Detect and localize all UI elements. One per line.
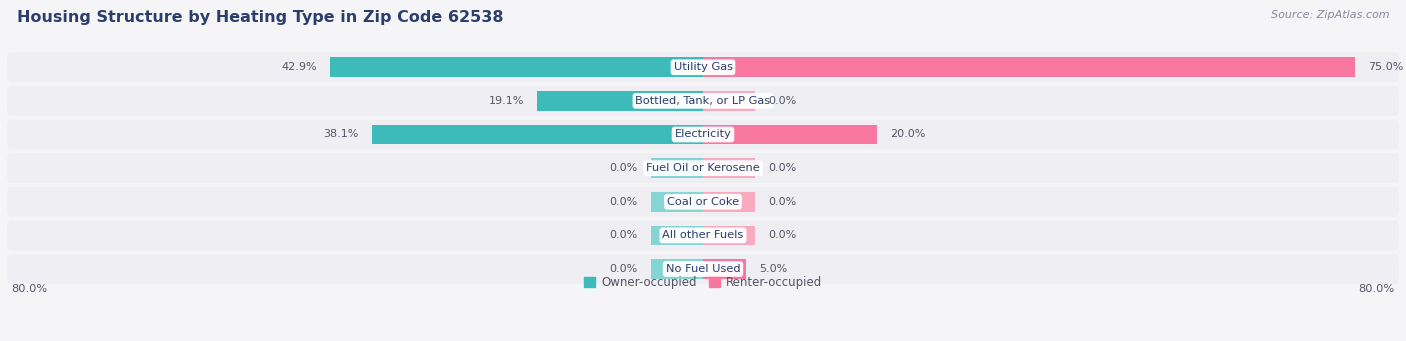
Bar [703, 58, 1355, 77]
Bar [703, 91, 755, 110]
FancyBboxPatch shape [7, 254, 1399, 284]
Text: 0.0%: 0.0% [610, 197, 638, 207]
Text: Coal or Coke: Coal or Coke [666, 197, 740, 207]
FancyBboxPatch shape [7, 86, 1399, 116]
Bar [371, 125, 703, 144]
Bar [651, 158, 703, 178]
Text: 0.0%: 0.0% [768, 96, 796, 106]
FancyBboxPatch shape [7, 153, 1399, 183]
Text: 38.1%: 38.1% [323, 130, 359, 139]
Text: 80.0%: 80.0% [1358, 283, 1395, 294]
Text: Source: ZipAtlas.com: Source: ZipAtlas.com [1271, 10, 1389, 20]
Bar [537, 91, 703, 110]
Bar [703, 192, 755, 211]
Bar [651, 192, 703, 211]
Text: 0.0%: 0.0% [768, 163, 796, 173]
Text: 80.0%: 80.0% [11, 283, 48, 294]
Text: 75.0%: 75.0% [1368, 62, 1405, 72]
Bar [651, 226, 703, 245]
Bar [703, 158, 755, 178]
Text: 0.0%: 0.0% [768, 231, 796, 240]
FancyBboxPatch shape [7, 120, 1399, 149]
Text: 0.0%: 0.0% [610, 163, 638, 173]
Text: 5.0%: 5.0% [759, 264, 787, 274]
Text: Bottled, Tank, or LP Gas: Bottled, Tank, or LP Gas [636, 96, 770, 106]
Bar [703, 259, 747, 279]
Text: Fuel Oil or Kerosene: Fuel Oil or Kerosene [647, 163, 759, 173]
FancyBboxPatch shape [7, 53, 1399, 82]
Text: 20.0%: 20.0% [890, 130, 925, 139]
Legend: Owner-occupied, Renter-occupied: Owner-occupied, Renter-occupied [579, 271, 827, 294]
Bar [651, 259, 703, 279]
FancyBboxPatch shape [7, 221, 1399, 250]
Text: 42.9%: 42.9% [281, 62, 316, 72]
Text: 0.0%: 0.0% [610, 231, 638, 240]
Text: Utility Gas: Utility Gas [673, 62, 733, 72]
Text: 0.0%: 0.0% [768, 197, 796, 207]
Bar [703, 226, 755, 245]
Text: No Fuel Used: No Fuel Used [665, 264, 741, 274]
Text: 19.1%: 19.1% [488, 96, 524, 106]
FancyBboxPatch shape [7, 187, 1399, 217]
Text: 0.0%: 0.0% [610, 264, 638, 274]
Text: All other Fuels: All other Fuels [662, 231, 744, 240]
Bar [330, 58, 703, 77]
Text: Electricity: Electricity [675, 130, 731, 139]
Text: Housing Structure by Heating Type in Zip Code 62538: Housing Structure by Heating Type in Zip… [17, 10, 503, 25]
Bar [703, 125, 877, 144]
